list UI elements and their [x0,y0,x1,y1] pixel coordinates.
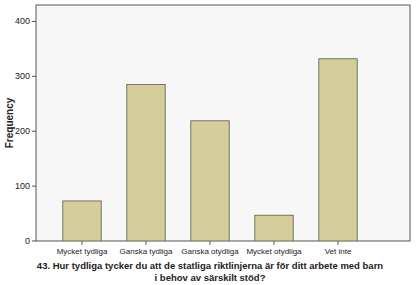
x-tick-label: Ganska tydliga [120,247,173,256]
y-tick-label: 100 [15,181,30,191]
chart-container: 0 100 200 300 400 Frequency Mycket tydliga Gans… [0,0,420,285]
y-axis-label: Frequency [4,97,15,148]
y-tick [32,131,36,132]
x-tick-label: Mycket otydliga [246,247,302,256]
x-axis-label: 43. Hur tydliga tycker du att de statlig… [37,260,384,283]
x-tick-label: Ganska otydliga [181,247,239,256]
x-axis-label-line: i behov av särskilt stöd? [155,272,266,283]
x-tick-label: Vet inte [325,247,352,256]
x-axis-label-line: 43. Hur tydliga tycker du att de statlig… [37,260,384,271]
y-tick-label: 0 [25,236,30,246]
bars [63,59,357,241]
x-tick-label: Mycket tydliga [57,247,108,256]
x-tick [274,241,275,245]
bar [319,59,357,241]
y-tick [32,76,36,77]
y-tick-label: 400 [15,16,30,26]
y-tick-label: 200 [15,126,30,136]
bar [63,201,101,241]
chart-svg: 0 100 200 300 400 Frequency Mycket tydliga Gans… [0,0,420,285]
y-tick [32,21,36,22]
y-tick [32,186,36,187]
bar [127,85,165,241]
bar [191,121,229,241]
x-tick [210,241,211,245]
x-tick [338,241,339,245]
x-tick [82,241,83,245]
bar [255,215,293,241]
y-tick-label: 300 [15,71,30,81]
y-tick [32,241,36,242]
x-tick [146,241,147,245]
plot-frame [36,5,410,241]
